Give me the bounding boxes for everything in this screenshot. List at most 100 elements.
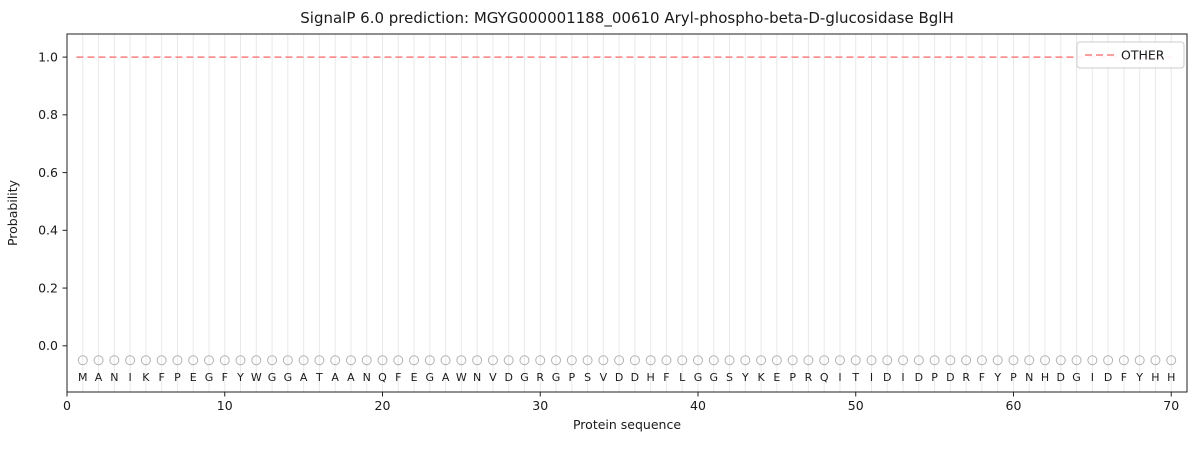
residue-marker [661, 355, 672, 366]
residue-marker [487, 355, 498, 366]
y-tick-label: 0.2 [38, 280, 58, 295]
legend-box [1076, 41, 1185, 69]
x-axis-label: Protein sequence [573, 417, 681, 432]
residue-marker [976, 355, 987, 366]
residue-marker [409, 355, 420, 366]
residue-marker [1166, 355, 1177, 366]
residue-marker [961, 355, 972, 366]
residue-marker [1150, 355, 1161, 366]
x-tick-label: 60 [1006, 398, 1022, 413]
sequence-letter: I [128, 371, 131, 384]
plot-area-border [66, 33, 1188, 393]
sequence-letter: T [851, 371, 859, 384]
residue-marker [992, 355, 1003, 366]
y-tick-label: 1.0 [38, 49, 58, 64]
residue-marker [582, 355, 593, 366]
sequence-letter: D [615, 371, 623, 384]
sequence-letter: V [489, 371, 497, 384]
residue-marker [898, 355, 909, 366]
residue-marker [1118, 355, 1129, 366]
sequence-letter: P [568, 371, 575, 384]
sequence-letter: D [1057, 371, 1065, 384]
sequence-letter: D [631, 371, 639, 384]
residue-marker [756, 355, 767, 366]
sequence-letter: A [300, 371, 308, 384]
y-tick-label: 0.0 [38, 338, 58, 353]
residue-marker [803, 355, 814, 366]
residue-marker [330, 355, 341, 366]
sequence-letter: P [789, 371, 796, 384]
sequence-letter: G [426, 371, 435, 384]
residue-marker [645, 355, 656, 366]
sequence-letter: F [395, 371, 401, 384]
residue-marker [140, 355, 151, 366]
sequence-letter: G [709, 371, 718, 384]
sequence-letter: P [931, 371, 938, 384]
sequence-letter: N [473, 371, 481, 384]
x-tick-label: 40 [690, 398, 706, 413]
residue-marker [298, 355, 309, 366]
residue-marker [361, 355, 372, 366]
sequence-letter: F [1121, 371, 1127, 384]
sequence-letter: K [757, 371, 765, 384]
y-axis-label: Probability [5, 179, 20, 246]
residue-marker [472, 355, 483, 366]
gridlines-group [82, 34, 1172, 392]
residue-marker [519, 355, 530, 366]
residue-marker [945, 355, 956, 366]
sequence-letter: A [442, 371, 450, 384]
residue-marker [566, 355, 577, 366]
sequence-letter: F [663, 371, 669, 384]
sequence-letter: Y [993, 371, 1001, 384]
residue-marker [850, 355, 861, 366]
sequence-letter: G [520, 371, 529, 384]
sequence-letter: Y [741, 371, 749, 384]
sequence-letter: D [946, 371, 954, 384]
sequence-letter: I [901, 371, 904, 384]
residue-marker [677, 355, 688, 366]
x-tick-label: 30 [532, 398, 548, 413]
sequence-letter: D [504, 371, 512, 384]
residue-marker [251, 355, 262, 366]
legend: OTHER [1076, 41, 1185, 69]
residue-marker [267, 355, 278, 366]
sequence-letter: Y [1135, 371, 1143, 384]
sequence-letter: R [805, 371, 813, 384]
residue-marker [913, 355, 924, 366]
residue-marker [503, 355, 514, 366]
residue-marker [393, 355, 404, 366]
sequence-letter: T [315, 371, 323, 384]
residue-marker [834, 355, 845, 366]
sequence-letter: F [979, 371, 985, 384]
sequence-letter: A [95, 371, 103, 384]
residue-marker [724, 355, 735, 366]
sequence-letter: M [78, 371, 88, 384]
x-tick-label: 70 [1163, 398, 1179, 413]
sequence-letter: H [1167, 371, 1175, 384]
residue-marker [203, 355, 214, 366]
x-tick-label: 20 [375, 398, 391, 413]
residue-marker [708, 355, 719, 366]
sequence-letter: K [142, 371, 150, 384]
residue-marker [93, 355, 104, 366]
chart-title: SignalP 6.0 prediction: MGYG000001188_00… [300, 9, 953, 28]
residue-marker [1055, 355, 1066, 366]
residue-marker [156, 355, 167, 366]
sequence-letter: W [251, 371, 262, 384]
residue-marker [882, 355, 893, 366]
residue-marker [314, 355, 325, 366]
sequence-letter: H [647, 371, 655, 384]
sequence-letter: G [268, 371, 277, 384]
residue-marker [377, 355, 388, 366]
residue-marker [598, 355, 609, 366]
residue-marker [109, 355, 120, 366]
residue-marker [345, 355, 356, 366]
sequence-letter: E [411, 371, 418, 384]
residue-marker [771, 355, 782, 366]
x-tick-label: 10 [217, 398, 233, 413]
sequence-letter: R [962, 371, 970, 384]
sequence-letter: A [331, 371, 339, 384]
